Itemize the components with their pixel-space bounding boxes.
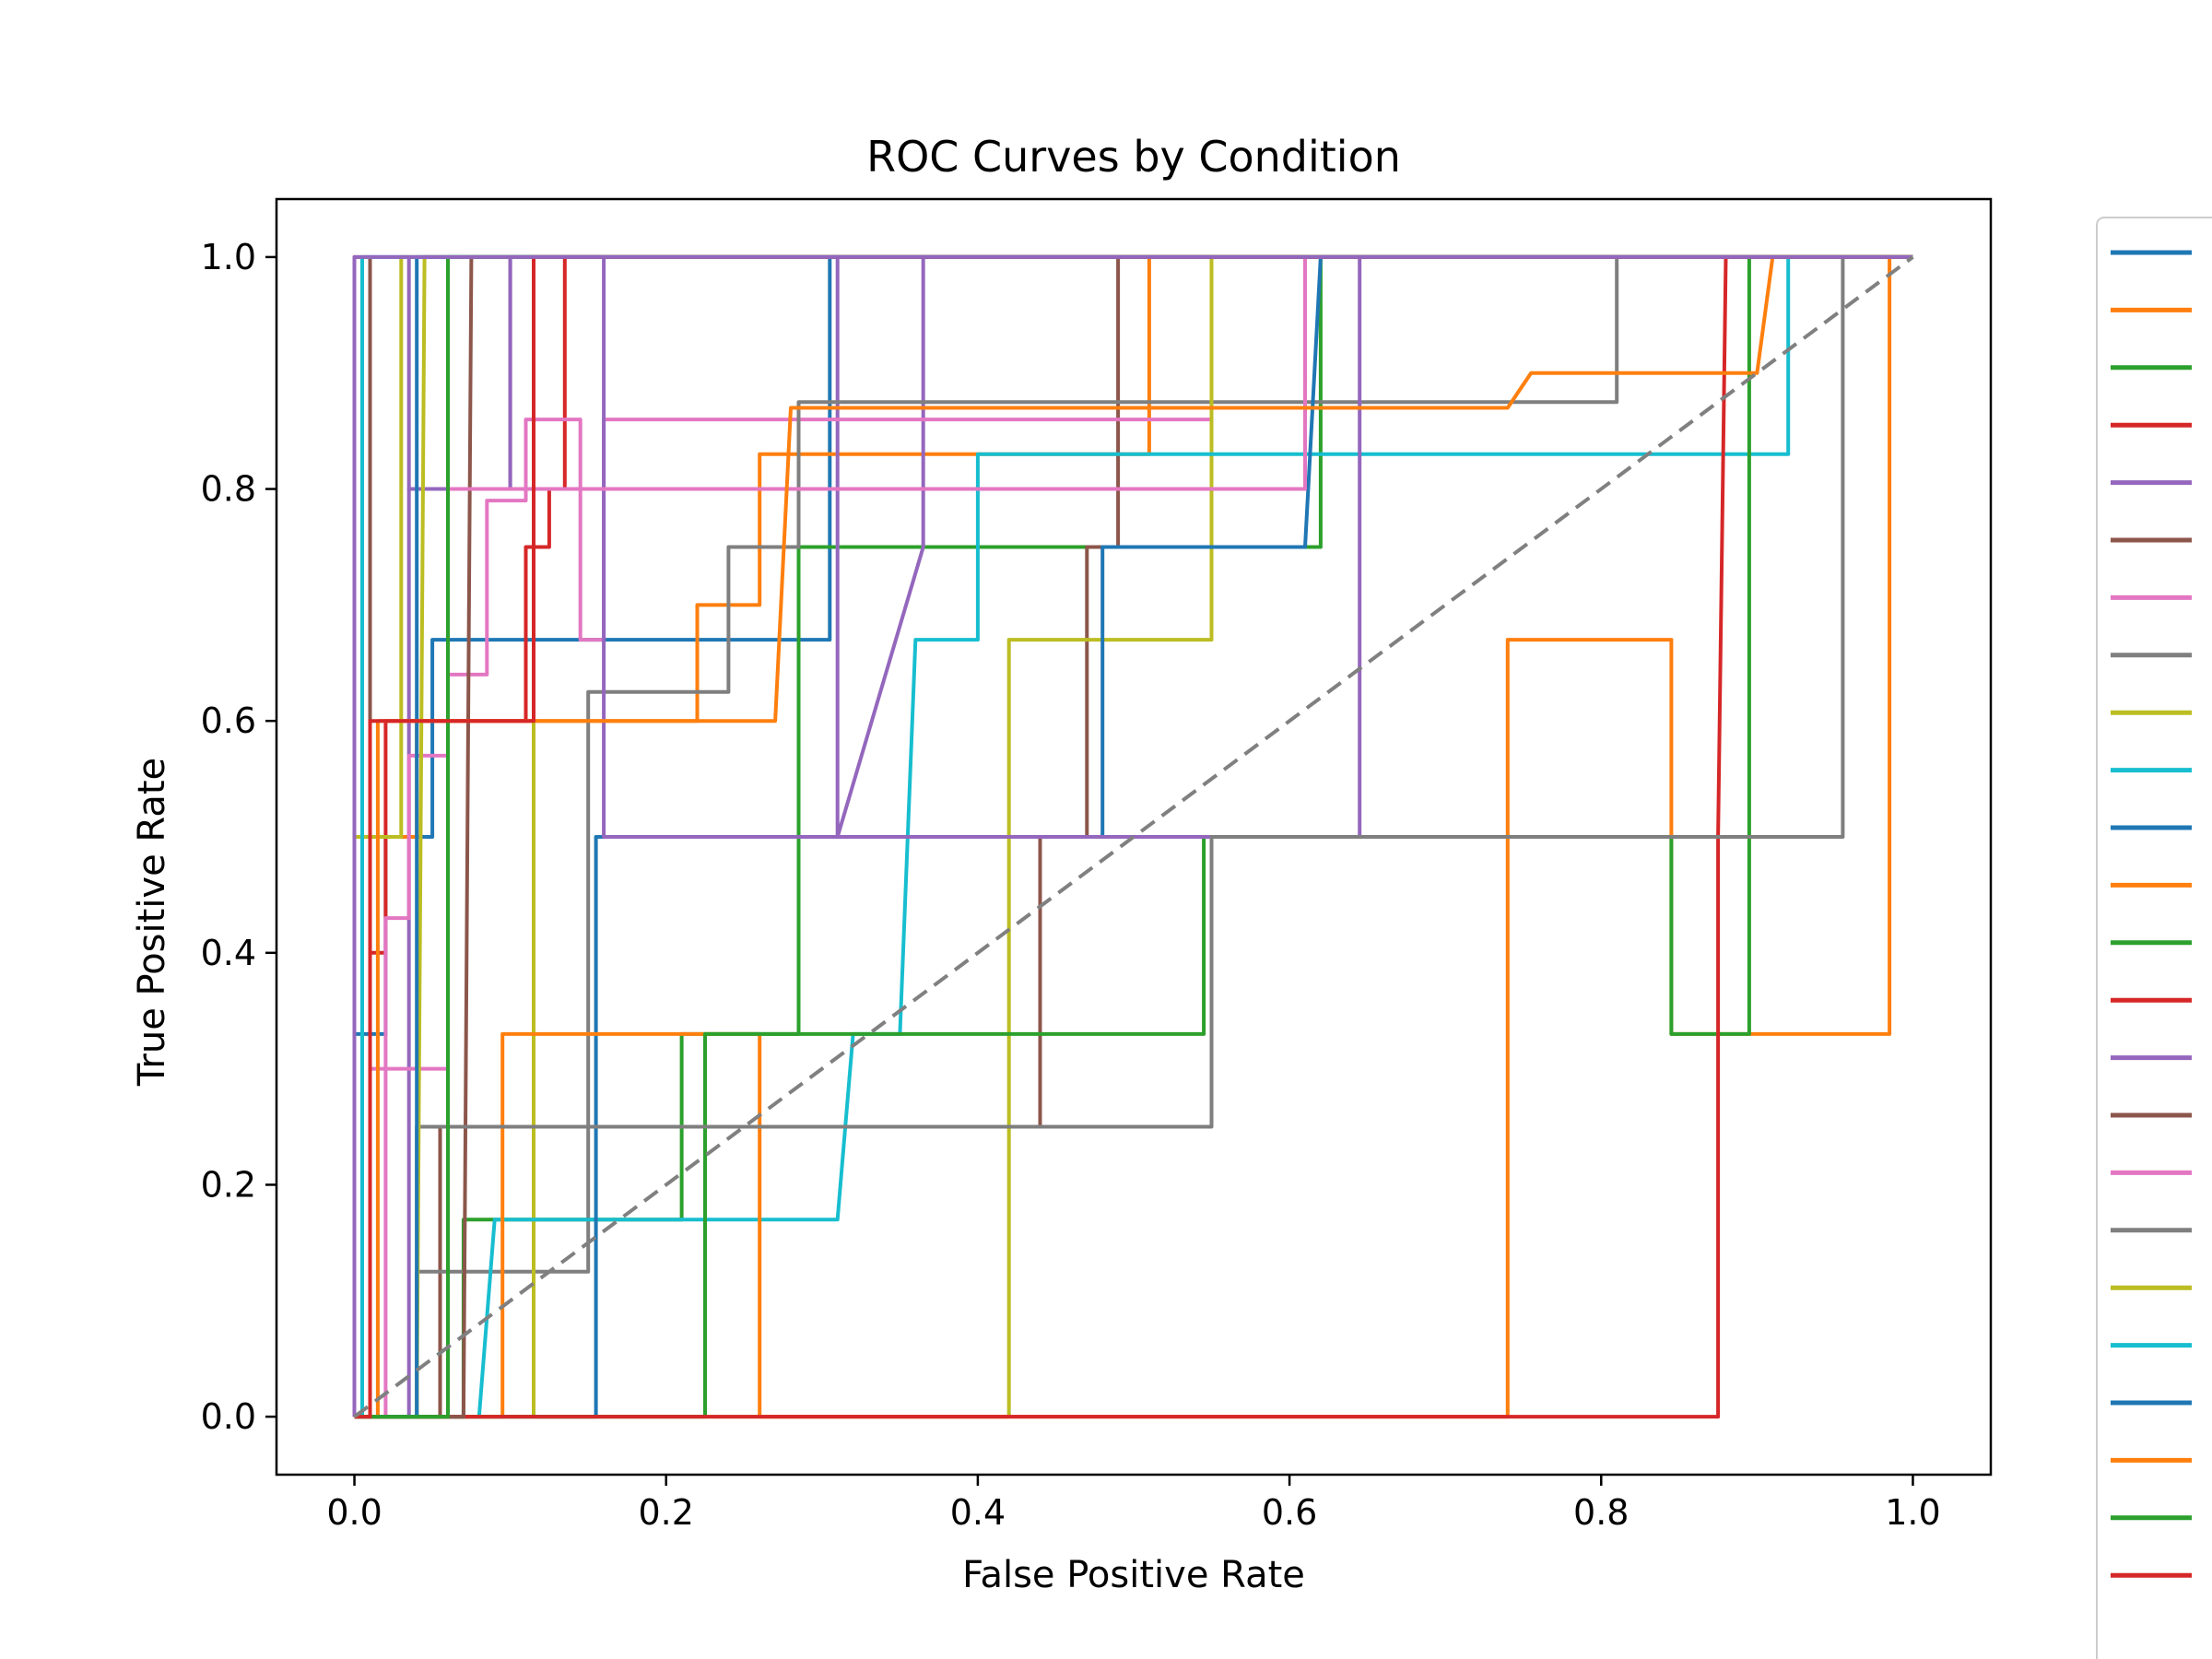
x-tick-label: 0.0: [326, 1492, 382, 1533]
legend: [2096, 217, 2212, 1659]
roc-curve-1: [352, 254, 1913, 1418]
chance-diagonal: [353, 255, 1914, 1418]
x-tick-label: 1.0: [1885, 1492, 1940, 1533]
y-tick-label: 0.0: [201, 1396, 256, 1437]
x-axis-ticks: 0.0 0.2 0.4 0.6 0.8 1.0: [326, 1475, 1941, 1533]
y-tick-label: 1.0: [201, 237, 256, 277]
legend-items: [2111, 250, 2192, 1578]
roc-curve-7: [354, 254, 1913, 1419]
y-axis-label: True Positive Rate: [131, 758, 173, 1087]
y-tick-label: 0.2: [201, 1164, 256, 1205]
chart-title: ROC Curves by Condition: [866, 132, 1401, 182]
y-axis-ticks: 0.0 0.2 0.4 0.6 0.8 1.0: [201, 237, 276, 1437]
y-tick-label: 0.8: [201, 469, 256, 510]
x-tick-label: 0.8: [1573, 1492, 1629, 1533]
x-tick-label: 0.2: [639, 1492, 694, 1533]
axes-frame: [275, 197, 1993, 1477]
x-tick-label: 0.6: [1262, 1492, 1317, 1533]
legend-box: [2096, 217, 2212, 1659]
roc-curve-12: [354, 254, 1913, 1419]
plot-lines: [352, 254, 1913, 1419]
roc-curve-2: [352, 254, 1913, 1418]
y-tick-label: 0.6: [201, 700, 256, 741]
roc-curve-25: [352, 254, 1913, 1418]
x-tick-label: 0.4: [950, 1492, 1006, 1533]
roc-curve-22: [354, 254, 1913, 1419]
y-tick-label: 0.4: [201, 933, 256, 973]
x-axis-label: False Positive Rate: [962, 1554, 1305, 1596]
